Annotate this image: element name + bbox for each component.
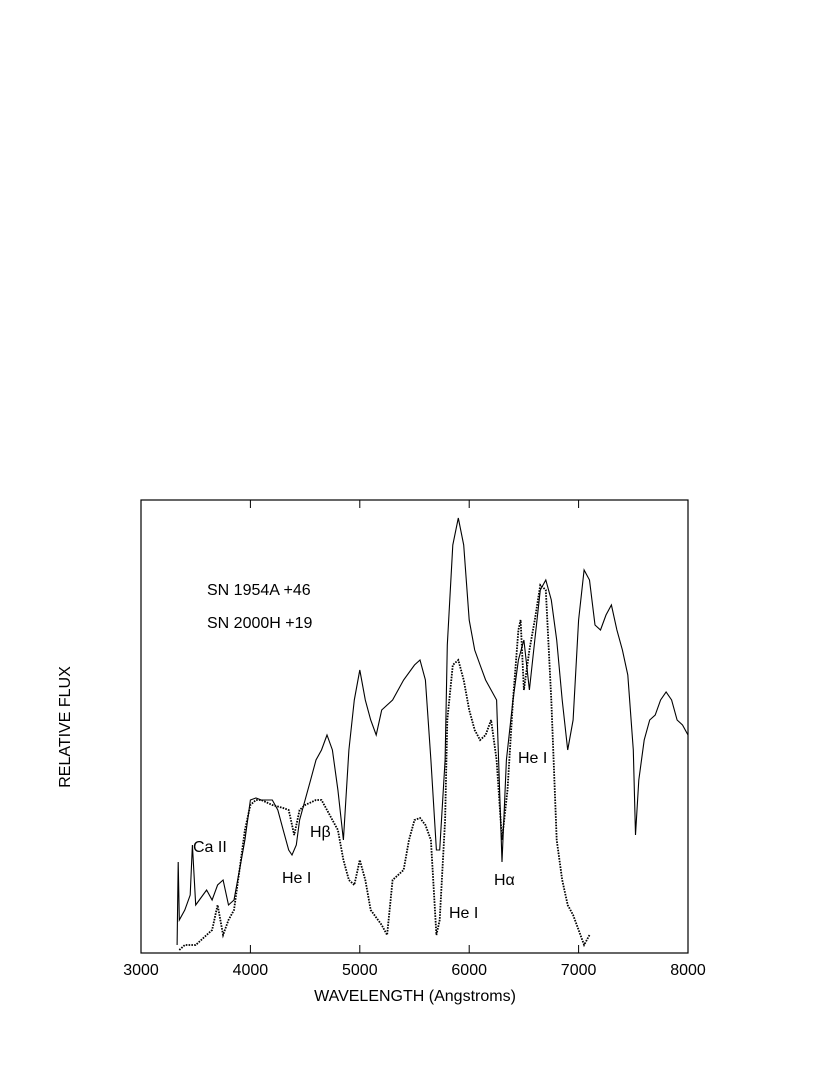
annotation: He I (282, 870, 311, 887)
x-tick-label: 5000 (342, 962, 378, 979)
legend-entry: SN 2000H +19 (207, 615, 313, 632)
y-axis-label: RELATIVE FLUX (57, 666, 74, 788)
x-tick-label: 7000 (561, 962, 597, 979)
x-tick-label: 6000 (451, 962, 487, 979)
x-axis-label: WAVELENGTH (Angstroms) (314, 988, 516, 1005)
x-tick-label: 4000 (233, 962, 269, 979)
x-tick-label: 3000 (123, 962, 159, 979)
spectrum-line (176, 517, 689, 946)
annotation: Ca II (193, 839, 227, 856)
annotation: He I (518, 750, 547, 767)
plot-frame (140, 499, 689, 954)
annotation: Hβ (310, 824, 331, 841)
x-tick-label: 8000 (670, 962, 706, 979)
annotation: Hα (494, 872, 515, 889)
annotation: He I (449, 905, 478, 922)
legend-entry: SN 1954A +46 (207, 582, 311, 599)
spectrum-line (178, 583, 591, 951)
